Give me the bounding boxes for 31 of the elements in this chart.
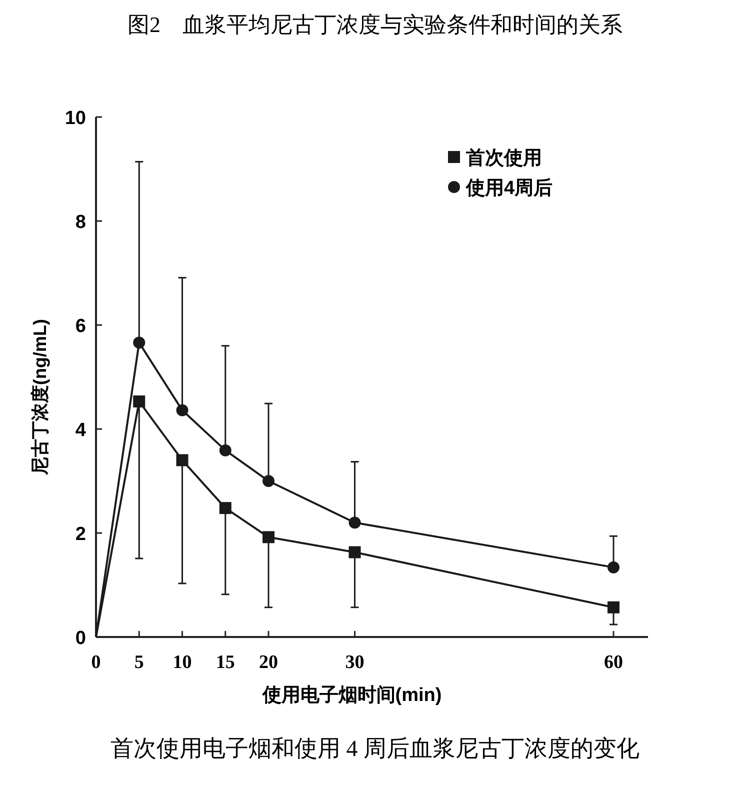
point: [262, 475, 274, 487]
y-tick-label: 0: [75, 628, 86, 649]
legend-label: 使用4周后: [465, 177, 553, 199]
point: [219, 444, 232, 456]
y-axis-title: 尼古丁浓度(ng/mL): [30, 319, 50, 476]
y-tick-label: 8: [75, 212, 86, 233]
x-tick-label: 60: [604, 652, 623, 673]
y-tick-label: 6: [75, 316, 86, 337]
point: [348, 546, 361, 558]
point: [176, 454, 188, 466]
point: [608, 601, 620, 614]
y-tick-label: 4: [75, 420, 86, 441]
point: [262, 531, 274, 544]
point: [348, 516, 361, 529]
x-tick-label: 0: [91, 652, 101, 673]
point: [133, 395, 146, 408]
point: [219, 502, 232, 514]
text: 首次使用电子烟和使用 4 周后血浆尼古丁浓度的变化: [110, 736, 640, 761]
x-tick-label: 5: [134, 652, 144, 673]
x-tick-label: 20: [259, 652, 278, 673]
x-tick-label: 30: [345, 652, 364, 673]
point: [133, 336, 146, 349]
x-tick-label: 15: [216, 652, 235, 673]
x-tick-label: 10: [172, 652, 192, 673]
y-tick-label: 10: [64, 108, 86, 129]
chart-title: 图2 血浆平均尼古丁浓度与实验条件和时间的关系: [128, 12, 622, 37]
legend-label: 首次使用: [465, 147, 542, 169]
point: [608, 561, 620, 574]
point: [176, 404, 188, 416]
x-axis-title: 使用电子烟时间(min): [261, 684, 442, 706]
y-tick-label: 2: [75, 524, 86, 545]
